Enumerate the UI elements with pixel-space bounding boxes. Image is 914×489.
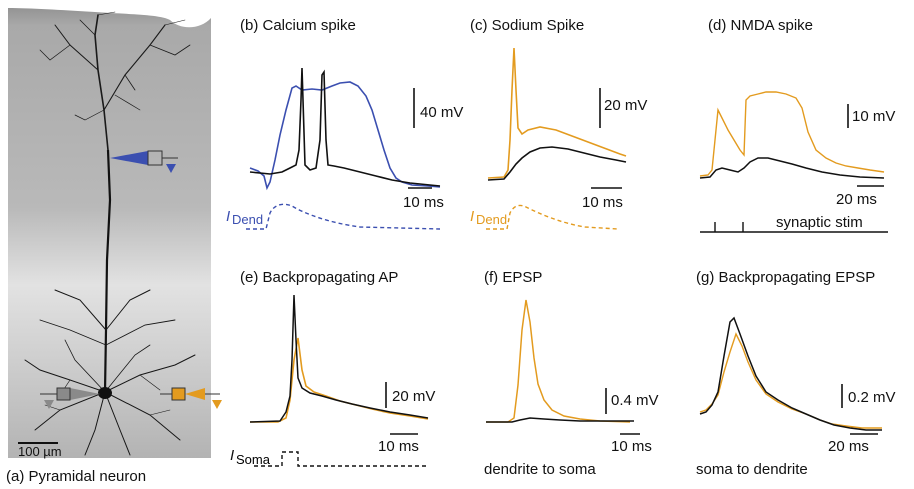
panel-g-dendrite-trace [699,332,882,429]
panel-f-title: (f) EPSP [484,269,542,286]
panel-g-backprop-epsp: (g) Backpropagating EPSP 0.2 mV 20 ms so… [696,269,896,478]
panel-c-t-scale: 10 ms [582,194,623,211]
panel-e-v-scale: 20 mV [392,388,435,405]
panel-d-t-scale: 20 ms [836,191,877,208]
panel-b-current-label-i: I [226,208,230,225]
panel-e-dendrite-trace [250,337,429,423]
panel-c-sodium-spike: (c) Sodium Spike 20 mV 10 ms I Dend [470,17,647,230]
micrograph-top-edge [8,3,211,28]
panel-d-v-scale: 10 mV [852,108,895,125]
dendrite-electrode [110,150,178,173]
panel-f-t-scale: 10 ms [611,438,652,455]
panel-c-v-scale: 20 mV [604,97,647,114]
panel-g-title: (g) Backpropagating EPSP [696,269,875,286]
panel-f-epsp: (f) EPSP 0.4 mV 10 ms dendrite to soma [484,269,659,478]
apical-tuft [39,11,191,151]
panel-f-caption: dendrite to soma [484,461,596,478]
panel-e-backprop-ap: (e) Backpropagating AP 20 mV 10 ms I Som… [230,269,435,467]
soma [98,387,112,399]
panel-c-title: (c) Sodium Spike [470,17,584,34]
panel-e-soma-trace [249,294,429,423]
panel-b-title: (b) Calcium spike [240,17,356,34]
panel-e-current-step [254,451,428,467]
panel-c-current-label-i: I [470,208,474,225]
scale-bar-label: 100 µm [18,444,62,459]
panel-g-t-scale: 20 ms [828,438,869,455]
panel-c-current-label-sub: Dend [476,212,507,227]
soma-electrode-orange [160,387,222,409]
panel-g-v-scale: 0.2 mV [848,389,896,406]
panel-c-current-step [486,204,619,230]
panel-c-dendrite-trace [487,47,627,179]
panel-b-soma-trace [249,67,441,187]
panel-b-current-step [246,203,441,230]
panel-b-dendrite-trace [249,81,441,191]
panel-f-v-scale: 0.4 mV [611,392,659,409]
panel-f-soma-trace [486,417,634,423]
panel-g-caption: soma to dendrite [696,461,808,478]
panel-b-v-scale: 40 mV [420,104,463,121]
panel-b-current-label-sub: Dend [232,212,263,227]
panel-a-micrograph: 100 µm [8,3,222,459]
panel-e-t-scale: 10 ms [378,438,419,455]
panel-b-calcium-spike: (b) Calcium spike 40 mV 10 ms I Dend [226,17,463,230]
panel-a-caption: (a) Pyramidal neuron [6,468,146,485]
panel-e-current-label-sub: Soma [236,452,271,467]
panel-d-nmda-spike: (d) NMDA spike 10 mV 20 ms synaptic stim [699,17,895,233]
panel-e-title: (e) Backpropagating AP [240,269,398,286]
soma-electrode-grey [40,387,100,409]
panel-d-title: (d) NMDA spike [708,17,813,34]
panel-d-soma-trace [699,157,885,179]
panel-c-soma-trace [487,146,627,181]
panel-d-stim-label: synaptic stim [776,214,863,231]
apical-trunk [103,149,112,393]
panel-g-soma-trace [699,316,882,431]
panel-f-dendrite-trace [486,299,631,423]
panel-b-t-scale: 10 ms [403,194,444,211]
panel-e-current-label-i: I [230,447,234,464]
panel-d-dendrite-trace [699,91,885,177]
basal-dendrites [24,289,196,456]
